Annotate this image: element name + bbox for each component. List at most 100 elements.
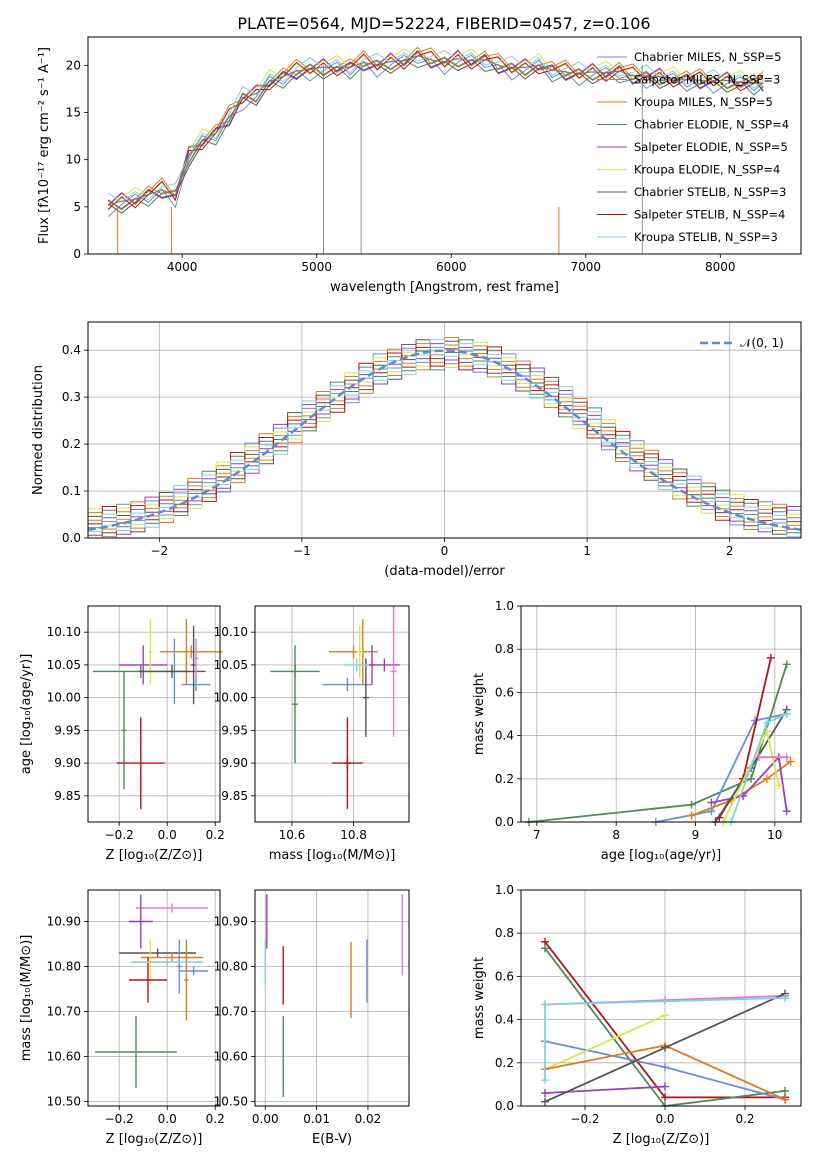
series-marker (541, 1097, 549, 1106)
x-tick-label: −0.2 (105, 1112, 134, 1126)
model-spectrum-line (107, 54, 764, 218)
x-tick-label: 8000 (705, 260, 736, 274)
error-bar-point (128, 957, 168, 1003)
error-bar-point (121, 671, 127, 790)
x-tick-label: −1 (293, 544, 311, 558)
series-marker (661, 1043, 669, 1052)
x-axis-label: E(B-V) (312, 1132, 352, 1147)
y-axis-label: Normed distribution (31, 365, 46, 495)
series-marker (786, 757, 795, 766)
series-marker (782, 807, 791, 816)
y-tick-label: 15 (66, 105, 81, 119)
x-tick-label: 10.6 (279, 828, 306, 842)
y-tick-label: 10.10 (47, 625, 81, 639)
y-tick-label: 5 (73, 200, 81, 214)
error-bar-point (116, 717, 165, 809)
series-marker (661, 1011, 669, 1020)
error-bar-point (184, 939, 189, 1021)
legend-label: 𝒩(0, 1) (740, 336, 784, 350)
y-tick-label: 0.0 (495, 815, 514, 829)
y-tick-label: 0.4 (495, 729, 514, 743)
y-tick-label: 10.70 (214, 1005, 248, 1019)
series-marker (541, 1076, 549, 1085)
y-tick-label: 9.95 (221, 723, 248, 737)
error-bar-point (390, 606, 397, 737)
y-tick-label: 0.4 (495, 1013, 514, 1027)
x-tick-label: 10.8 (340, 828, 367, 842)
plot-frame (87, 605, 221, 823)
x-tick-label: 4000 (167, 260, 198, 274)
figure-title: PLATE=0564, MJD=52224, FIBERID=0457, z=0… (237, 14, 650, 33)
x-tick-label: 5000 (301, 260, 332, 274)
series-marker (661, 1063, 669, 1072)
series-marker (774, 781, 783, 790)
x-tick-label: 0.0 (158, 828, 177, 842)
x-tick-label: 0.2 (735, 1112, 754, 1126)
y-tick-label: 20 (66, 58, 81, 72)
y-tick-label: 0.0 (62, 531, 81, 545)
y-tick-label: 0.6 (495, 685, 514, 699)
y-tick-label: 10.50 (214, 1095, 248, 1109)
y-tick-label: 10.50 (47, 1095, 81, 1109)
error-bar-point (138, 664, 206, 678)
series-marker (766, 653, 775, 662)
series-line (528, 664, 788, 823)
panel-4: 7 8 9 10 0.0 0.2 0.4 0.6 0.8 1.0 age [log₁₀(age/yr… (472, 599, 802, 863)
series-marker (747, 774, 756, 783)
series-marker (782, 753, 791, 762)
y-tick-label: 0.6 (495, 969, 514, 983)
x-tick-label: 2 (726, 544, 734, 558)
error-bar-point (368, 645, 376, 685)
model-spectrum-line (107, 47, 764, 207)
legend-label: Kroupa MILES, N_SSP=5 (634, 95, 773, 109)
y-tick-label: 0.8 (495, 926, 514, 940)
weight-series (719, 727, 783, 826)
y-tick-label: 0.2 (495, 1056, 514, 1070)
x-tick-label: −0.2 (105, 828, 134, 842)
series-marker (541, 944, 549, 953)
x-tick-label: 0.01 (303, 1112, 330, 1126)
weight-series (754, 753, 791, 762)
error-bar-point (362, 658, 369, 737)
error-bar-point (179, 966, 208, 976)
y-tick-label: 10.05 (214, 658, 248, 672)
weight-series (541, 989, 789, 1106)
x-tick-label: 10 (767, 828, 782, 842)
y-tick-label: 10 (66, 153, 81, 167)
error-bar-point (148, 619, 153, 685)
panel-6: 0.00 0.01 0.02 10.50 10.60 10.70 10.80 10.90 E(B… (214, 889, 410, 1147)
error-bar-point (328, 645, 379, 659)
x-tick-label: 7000 (570, 260, 601, 274)
error-bar-point (191, 625, 196, 705)
plot-frame (87, 889, 221, 1107)
series-marker (781, 1086, 789, 1095)
data-spectrum-line (108, 55, 764, 206)
series-line (544, 1014, 666, 1071)
error-bar-point (176, 939, 182, 994)
x-tick-label: 0.02 (355, 1112, 382, 1126)
legend-label: Chabrier STELIB, N_SSP=3 (634, 185, 786, 199)
y-tick-label: 0.1 (62, 484, 81, 498)
x-axis-label: wavelength [Angstrom, rest frame] (330, 280, 559, 295)
y-tick-label: 0 (73, 247, 81, 261)
plot-frame (520, 605, 802, 823)
series-line (655, 713, 787, 823)
error-bar-point (184, 619, 189, 685)
error-bar-point (119, 948, 196, 958)
x-tick-label: 8 (612, 828, 620, 842)
error-bar-point (291, 645, 299, 764)
legend-label: Kroupa STELIB, N_SSP=3 (634, 230, 778, 244)
y-tick-label: 10.70 (47, 1005, 81, 1019)
x-tick-label: 0.2 (206, 1112, 225, 1126)
y-tick-label: 10.00 (214, 691, 248, 705)
x-tick-label: 1 (583, 544, 591, 558)
error-bar-point (119, 645, 168, 685)
x-axis-label: Z [log₁₀(Z/Z⊙)] (106, 1132, 203, 1147)
x-tick-label: 0.0 (655, 1112, 674, 1126)
y-tick-label: 9.90 (54, 756, 81, 770)
weight-series (541, 994, 789, 1085)
error-bar-point (344, 658, 369, 672)
panel-7: −0.2 0.0 0.2 0.0 0.2 0.4 0.6 0.8 1.0 Z [log₁₀(Z/Z… (472, 883, 802, 1147)
